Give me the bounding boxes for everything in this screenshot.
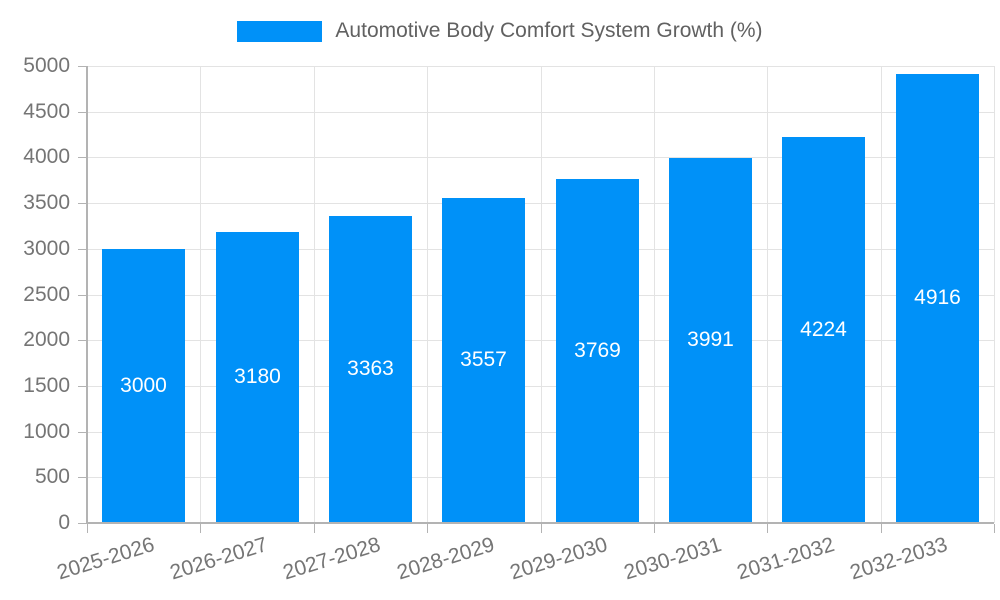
bar-value-label: 3000 xyxy=(120,373,167,397)
x-axis-label: 2032-2033 xyxy=(846,533,950,585)
v-gridline xyxy=(541,66,542,523)
bar-value-label: 3180 xyxy=(234,365,281,388)
bar-value-label: 4916 xyxy=(914,286,961,309)
bar: 3557 xyxy=(442,198,525,522)
x-axis-line xyxy=(86,522,994,524)
bar-value-label: 3557 xyxy=(460,348,507,371)
y-axis-label: 2500 xyxy=(23,283,70,306)
bar-value-label: 3991 xyxy=(687,328,734,351)
h-gridline xyxy=(87,386,994,387)
y-axis-label: 4500 xyxy=(23,100,70,123)
y-axis-tick xyxy=(78,203,87,204)
x-axis-tick xyxy=(87,524,88,533)
y-axis-tick xyxy=(78,295,87,296)
h-gridline xyxy=(87,432,994,433)
bar: 4224 xyxy=(782,137,865,522)
x-axis-label: 2031-2032 xyxy=(733,533,837,585)
y-axis-label: 3000 xyxy=(23,237,70,260)
x-axis-label: 2028-2029 xyxy=(393,533,497,585)
x-axis-tick xyxy=(994,524,995,533)
x-axis-tick xyxy=(881,524,882,533)
y-axis-tick xyxy=(78,432,87,433)
v-gridline xyxy=(994,66,995,523)
v-gridline xyxy=(200,66,201,523)
x-axis-tick xyxy=(200,524,201,533)
x-axis-tick xyxy=(541,524,542,533)
y-axis-label: 2000 xyxy=(23,328,70,351)
h-gridline xyxy=(87,157,994,158)
bar: 3000 xyxy=(102,249,185,522)
x-axis-label: 2026-2027 xyxy=(166,533,270,585)
x-axis-tick xyxy=(314,524,315,533)
bar-value-label: 4224 xyxy=(800,317,847,341)
y-axis-tick xyxy=(78,66,87,67)
y-axis-label: 1500 xyxy=(23,374,70,397)
y-axis-tick xyxy=(78,249,87,250)
v-gridline xyxy=(654,66,655,523)
h-gridline xyxy=(87,477,994,478)
y-axis-label: 1000 xyxy=(23,420,70,443)
v-gridline xyxy=(427,66,428,523)
v-gridline xyxy=(881,66,882,523)
bar: 3363 xyxy=(329,216,412,522)
bar-value-label: 3769 xyxy=(574,338,621,362)
x-axis-label: 2027-2028 xyxy=(279,533,383,585)
x-axis-label: 2025-2026 xyxy=(53,533,157,585)
h-gridline xyxy=(87,340,994,341)
v-gridline xyxy=(314,66,315,523)
h-gridline xyxy=(87,203,994,204)
y-axis-label: 3500 xyxy=(23,191,70,214)
h-gridline xyxy=(87,66,994,67)
legend-swatch[interactable] xyxy=(237,20,323,42)
legend-label: Automotive Body Comfort System Growth (%… xyxy=(335,19,763,42)
y-axis-label: 5000 xyxy=(23,54,70,77)
chart-legend[interactable]: Automotive Body Comfort System Growth (%… xyxy=(0,19,1000,43)
x-axis-tick xyxy=(767,524,768,533)
bar: 3991 xyxy=(669,158,752,522)
y-axis-tick xyxy=(78,112,87,113)
bar: 4916 xyxy=(896,74,979,522)
y-axis-label: 500 xyxy=(34,465,70,488)
h-gridline xyxy=(87,249,994,250)
x-axis-tick xyxy=(654,524,655,533)
x-axis-tick xyxy=(427,524,428,533)
v-gridline xyxy=(767,66,768,523)
y-axis-tick xyxy=(78,477,87,478)
y-axis-line xyxy=(86,66,88,523)
y-axis-tick xyxy=(78,523,87,524)
x-axis-label: 2029-2030 xyxy=(506,533,610,585)
x-axis-label: 2030-2031 xyxy=(620,533,724,585)
y-axis-label: 0 xyxy=(58,511,70,534)
bar-value-label: 3363 xyxy=(347,357,394,380)
bar: 3769 xyxy=(556,179,639,522)
y-axis-tick xyxy=(78,340,87,341)
h-gridline xyxy=(87,295,994,296)
y-axis-tick xyxy=(78,157,87,158)
bar: 3180 xyxy=(216,232,299,522)
h-gridline xyxy=(87,112,994,113)
y-axis-tick xyxy=(78,386,87,387)
y-axis-label: 4000 xyxy=(23,145,70,168)
